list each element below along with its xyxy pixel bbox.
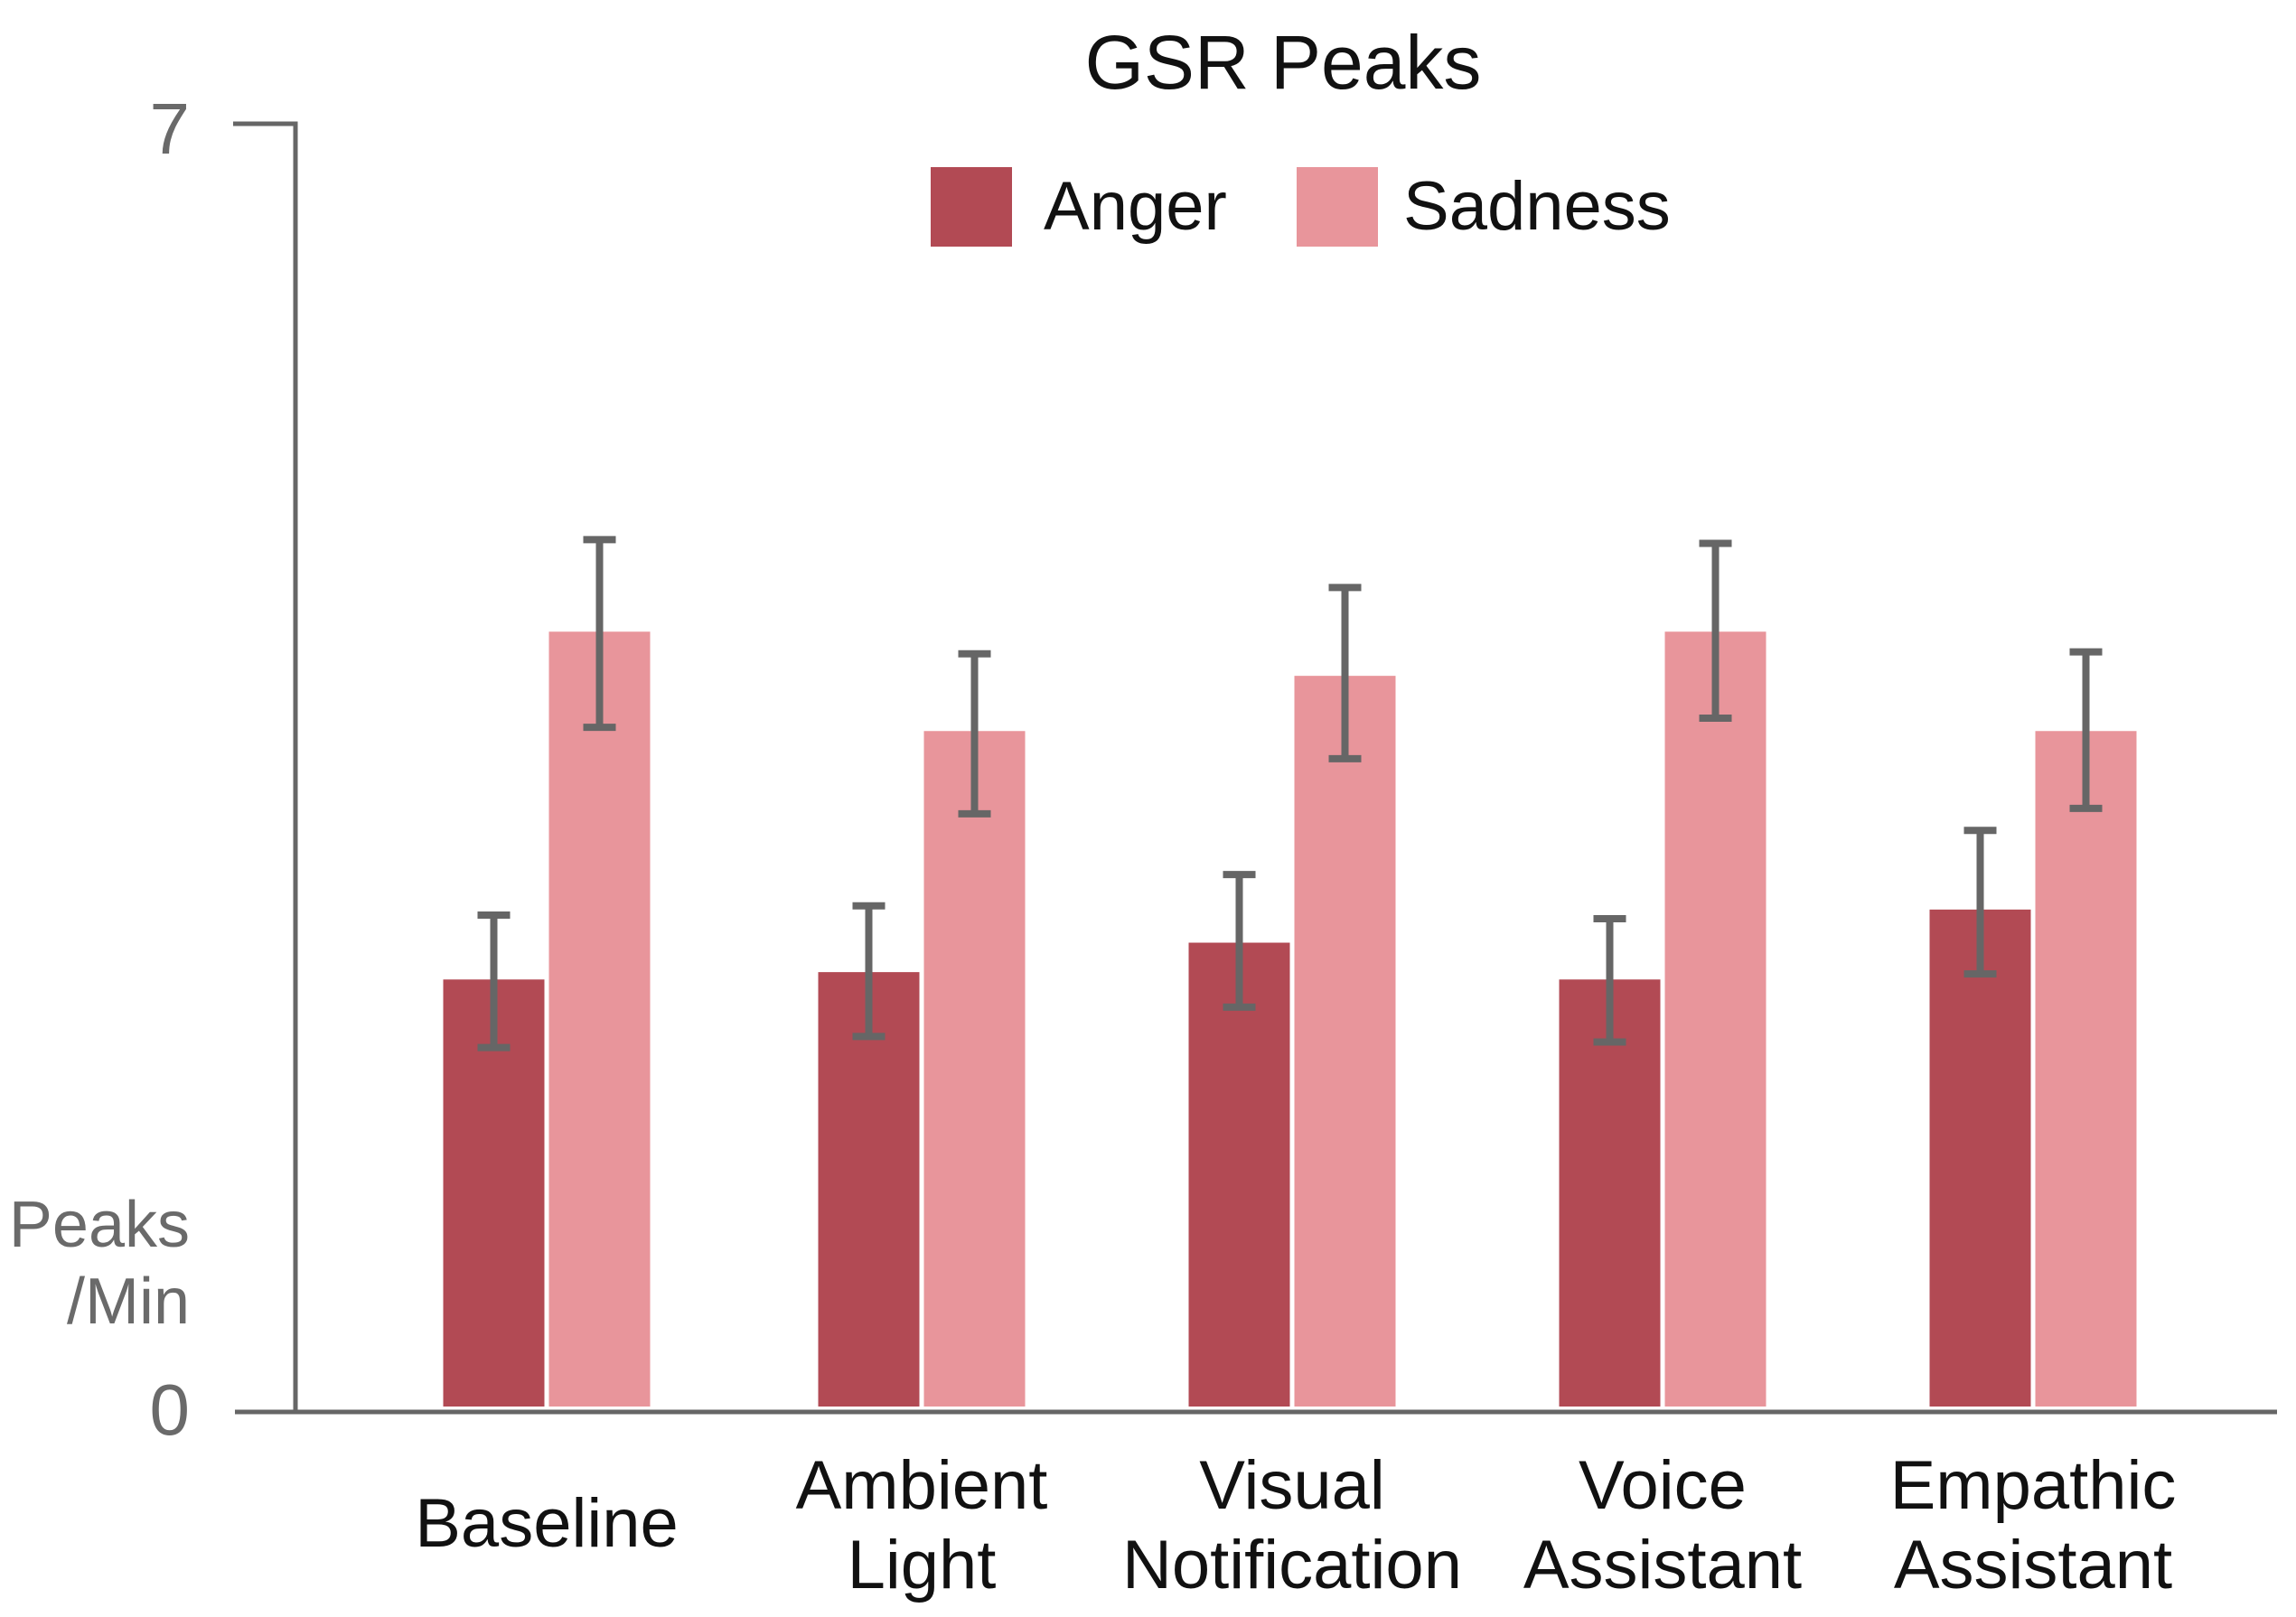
error-bar-anger-3 (1593, 915, 1626, 1046)
y-axis-label-line-2: /Min (67, 1266, 190, 1338)
category-label-1-line-1: Light (848, 1527, 997, 1603)
y-axis-label-line-1: Peaks (9, 1189, 190, 1261)
legend-label-anger: Anger (1044, 168, 1227, 245)
category-label-1-line-0: Ambient (796, 1447, 1048, 1524)
category-label-2-line-0: Visual (1199, 1447, 1385, 1524)
chart-title: GSR Peaks (1085, 20, 1482, 105)
category-label-3-line-0: Voice (1579, 1447, 1747, 1524)
error-bar-sadness-1 (958, 650, 991, 818)
error-bar-anger-2 (1223, 871, 1256, 1011)
error-bar-anger-4 (1963, 827, 1997, 978)
bars-group (443, 631, 2137, 1407)
bar-sadness-2 (1294, 676, 1396, 1407)
bar-sadness-0 (548, 631, 651, 1407)
y-axis-line (233, 121, 298, 1412)
category-label-4-line-1: Assistant (1894, 1527, 2172, 1603)
bar-anger-4 (1929, 909, 2031, 1407)
bar-sadness-4 (2035, 731, 2137, 1407)
category-label-4-line-0: Empathic (1890, 1447, 2177, 1524)
bar-anger-1 (818, 972, 920, 1407)
bar-sadness-1 (923, 731, 1026, 1407)
y-tick-label-min: 0 (150, 1369, 191, 1450)
legend-label-sadness: Sadness (1403, 168, 1671, 245)
category-label-2-line-1: Notification (1122, 1527, 1462, 1603)
legend-swatch-anger (931, 167, 1012, 247)
error-bar-sadness-0 (583, 536, 616, 732)
legend: Anger Sadness (931, 167, 1671, 247)
bar-anger-3 (1559, 979, 1661, 1407)
y-tick-label-max: 7 (150, 89, 191, 169)
error-bar-anger-0 (477, 911, 511, 1052)
bar-sadness-3 (1664, 631, 1767, 1407)
category-label-0-line-0: Baseline (415, 1485, 679, 1562)
category-label-3-line-1: Assistant (1523, 1527, 1802, 1603)
error-bar-sadness-3 (1699, 539, 1732, 722)
error-bars-group (477, 536, 2103, 1052)
bar-anger-2 (1188, 942, 1290, 1407)
error-bar-sadness-4 (2069, 648, 2103, 812)
error-bar-sadness-2 (1328, 584, 1362, 762)
error-bar-anger-1 (852, 902, 886, 1041)
legend-swatch-sadness (1297, 167, 1378, 247)
